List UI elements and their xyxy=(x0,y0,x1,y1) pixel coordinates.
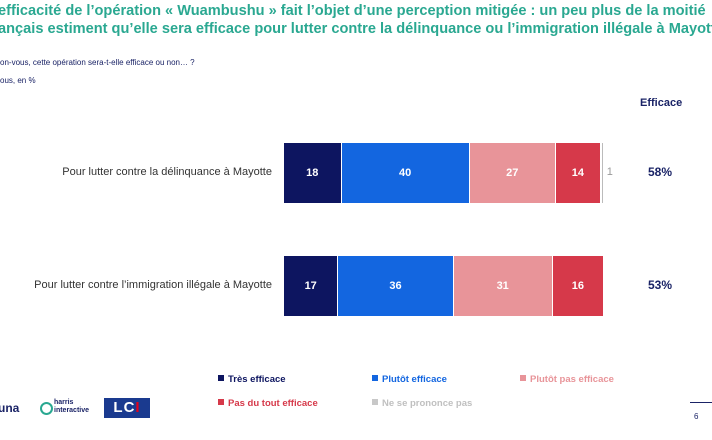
seg-tres-efficace: 17 xyxy=(284,256,339,316)
legend-label: Ne se prononce pas xyxy=(382,398,473,409)
data-label: 31 xyxy=(496,280,509,292)
lci-i: I xyxy=(135,399,141,416)
survey-question: on-vous, cette opération sera-t-elle eff… xyxy=(0,58,195,67)
harris-line-2: interactive xyxy=(54,407,90,414)
una-logo: una xyxy=(0,401,20,415)
data-label: 27 xyxy=(506,167,519,179)
efficace-total: 58% xyxy=(648,165,673,179)
seg-plutot-pas-efficace: 27 xyxy=(469,143,556,203)
chart-title: efficacité de l’opération « Wuambushu » … xyxy=(0,2,712,38)
nsp-data-label: 1 xyxy=(606,166,613,178)
page-number: 6 xyxy=(694,412,699,421)
title-line-2: ançais estiment qu’elle sera efficace po… xyxy=(0,21,712,37)
efficace-total: 53% xyxy=(648,278,673,292)
legend-swatch xyxy=(372,399,378,405)
data-label: 16 xyxy=(571,280,585,292)
seg-plutot-pas-efficace: 31 xyxy=(453,256,553,316)
row-label: Pour lutter contre l’immigration illégal… xyxy=(34,279,272,291)
harris-ring-icon xyxy=(40,402,53,415)
legend-label: Plutôt pas efficace xyxy=(530,374,614,385)
footer-divider xyxy=(690,402,712,403)
lci-main: LC xyxy=(113,399,136,416)
legend-swatch xyxy=(372,375,378,381)
legend-plutot-pas-efficace: Plutôt pas efficace xyxy=(520,374,614,385)
legend-label: Pas du tout efficace xyxy=(228,398,318,409)
seg-tres-efficace: 18 xyxy=(284,143,342,203)
legend-pas-du-tout-efficace: Pas du tout efficace xyxy=(218,398,318,409)
legend-label: Plutôt efficace xyxy=(382,374,447,385)
lci-logo: LCI xyxy=(104,398,150,418)
seg-pas-du-tout-efficace: 14 xyxy=(556,143,601,203)
row-label: Pour lutter contre la délinquance à Mayo… xyxy=(62,166,272,178)
data-label: 14 xyxy=(571,167,585,179)
legend-swatch xyxy=(218,399,224,405)
legend-swatch xyxy=(520,375,526,381)
harris-line-1: harris xyxy=(54,399,74,406)
data-label: 40 xyxy=(398,167,412,179)
legend-plutot-efficace: Plutôt efficace xyxy=(372,374,447,385)
title-line-1: efficacité de l’opération « Wuambushu » … xyxy=(0,3,706,19)
data-label: 17 xyxy=(304,280,317,292)
legend-label: Très efficace xyxy=(228,374,286,385)
harris-interactive-logo: harris interactive xyxy=(54,399,89,415)
legend-swatch xyxy=(218,375,224,381)
seg-plutot-efficace: 36 xyxy=(338,256,454,316)
survey-base: ous, en % xyxy=(0,76,36,85)
data-label: 36 xyxy=(389,280,402,292)
legend-ne-se-prononce-pas: Ne se prononce pas xyxy=(372,398,472,409)
seg-ne-se-prononce-pas xyxy=(601,143,603,203)
data-label: 18 xyxy=(306,167,319,179)
seg-plutot-efficace: 40 xyxy=(341,143,470,203)
efficace-column-header: Efficace xyxy=(640,97,683,109)
legend-tres-efficace: Très efficace xyxy=(218,374,286,385)
seg-pas-du-tout-efficace: 16 xyxy=(552,256,604,316)
